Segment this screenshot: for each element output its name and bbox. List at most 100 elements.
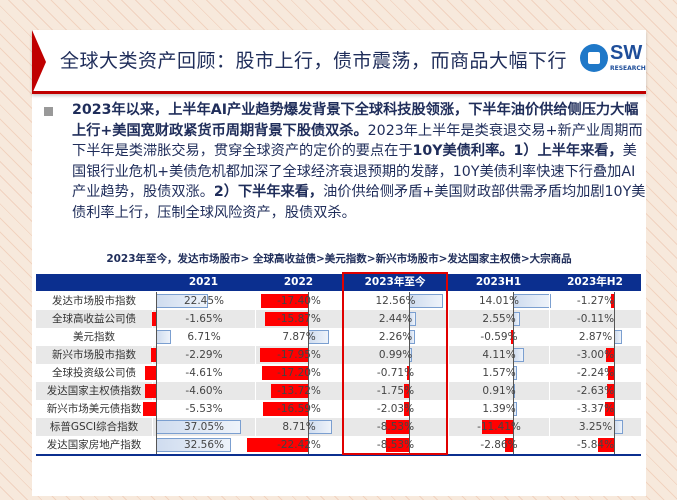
value-text: 32.56%: [183, 439, 225, 451]
row-label: 发达市场股市指数: [52, 295, 136, 307]
header-5: 2023年H2: [567, 276, 623, 288]
value-text: -2.24%: [576, 367, 615, 379]
bar-axis: [614, 436, 615, 454]
negative-bar: [598, 438, 614, 452]
value-text: -2.86%: [480, 439, 518, 451]
header-2: 2022: [283, 276, 314, 288]
negative-bar: [403, 402, 409, 416]
value-text: 1.57%: [482, 367, 516, 379]
value-text: 2.55%: [482, 313, 516, 325]
bar-axis: [409, 364, 410, 382]
table-bottom-rule: [36, 454, 641, 456]
value-text: -0.59%: [480, 331, 518, 343]
table-header: 2021 2022 2023年至今 2023H1 2023年H2: [36, 274, 641, 291]
negative-bar: [259, 348, 308, 362]
value-text: -1.65%: [185, 313, 223, 325]
negative-bar: [604, 402, 614, 416]
title-bar: 全球大类资产回顾：股市上行，债市震荡，而商品大幅下行 SW RESEARCH: [32, 30, 646, 94]
value-cell: -11.41%: [448, 418, 549, 436]
negative-bar: [385, 438, 409, 452]
value-cell: 2.55%: [448, 310, 549, 328]
table-row: 发达市场股市指数 22.45% -17.40% 12.56% 14.01% -1.27%: [36, 292, 641, 310]
value-cell: -8.53%: [342, 418, 448, 436]
value-cell: 14.01%: [448, 292, 551, 310]
value-text: -15.87%: [277, 313, 321, 325]
value-cell: -2.29%: [150, 346, 255, 364]
bar-axis: [308, 364, 309, 382]
table-row: 发达国家房地产指数 32.56% -22.42% -8.53% -2.86% -5.84%: [36, 436, 641, 454]
para-bold-1: 2023年以来，上半年AI产业趋势爆发背景下全球科技股领涨，下半年油价供给侧压力…: [72, 102, 639, 139]
value-cell: -5.53%: [143, 400, 255, 418]
bar-axis: [156, 328, 157, 346]
value-cell: -15.87%: [255, 310, 342, 328]
row-label: 新兴市场股市指数: [52, 349, 136, 361]
value-cell: -2.86%: [448, 436, 549, 454]
bar-axis: [513, 292, 514, 310]
bar-axis: [156, 292, 157, 310]
value-text: -17.20%: [277, 367, 321, 379]
table-row: 美元指数 6.71% 7.87% 2.26% -0.59% 2.87%: [36, 328, 641, 346]
value-text: -1.27%: [576, 295, 615, 307]
value-text: 4.11%: [482, 349, 516, 361]
positive-bar: [614, 330, 622, 344]
para-text-3: 油价供给侧矛盾+美国财政部供需矛盾均加剧10Y美债利率上行，压制全球风险资产，股…: [72, 184, 646, 221]
negative-bar: [261, 366, 308, 380]
negative-bar: [404, 384, 409, 398]
bar-axis: [614, 400, 615, 418]
header-3: 2023年至今: [364, 276, 426, 288]
value-text: 3.25%: [578, 421, 613, 433]
value-text: 0.99%: [378, 349, 413, 361]
value-text: 6.71%: [187, 331, 221, 343]
highlight-box: [342, 272, 448, 455]
bar-axis: [513, 436, 514, 454]
negative-bar: [606, 384, 614, 398]
row-label: 美元指数: [73, 331, 115, 343]
value-text: -1.75%: [376, 385, 415, 397]
bullet-square-icon: [44, 107, 53, 116]
value-text: -17.40%: [277, 295, 321, 307]
logo-subtext: RESEARCH: [610, 65, 646, 72]
value-cell: -0.11%: [549, 310, 641, 328]
bar-axis: [614, 328, 615, 346]
value-text: -5.53%: [185, 403, 223, 415]
row-label: 发达国家房地产指数: [46, 439, 142, 451]
value-cell: 4.11%: [448, 346, 549, 364]
bar-axis: [513, 364, 514, 382]
value-text: 1.39%: [482, 403, 516, 415]
table-caption: 2023年至今，发达市场股市> 全球高收益债>美元指数>新兴市场股市>发达国家主…: [106, 253, 572, 265]
value-cell: 12.56%: [342, 292, 448, 310]
value-cell: 3.25%: [549, 418, 641, 436]
value-text: -16.59%: [277, 403, 321, 415]
value-text: 22.45%: [183, 295, 225, 307]
value-text: -8.53%: [376, 439, 415, 451]
value-cell: -1.65%: [152, 310, 255, 328]
value-cell: 22.45%: [152, 292, 255, 310]
value-text: -3.37%: [576, 403, 615, 415]
bar-axis: [513, 418, 514, 436]
negative-bar: [511, 330, 513, 344]
negative-bar: [607, 366, 614, 380]
summary-paragraph: 2023年以来，上半年AI产业趋势爆发背景下全球科技股领涨，下半年油价供给侧压力…: [72, 100, 646, 223]
value-cell: 6.71%: [152, 328, 255, 346]
table-row: 新兴市场股市指数 -2.29% -17.95% 0.99% 4.11% -3.00%: [36, 346, 641, 364]
value-cell: 2.87%: [549, 328, 641, 346]
value-cell: -2.24%: [549, 364, 641, 382]
bar-axis: [156, 418, 157, 436]
value-cell: 8.71%: [255, 418, 342, 436]
value-text: -13.72%: [277, 385, 321, 397]
value-cell: 7.87%: [255, 328, 342, 346]
value-cell: -17.40%: [255, 292, 342, 310]
row-label: 全球高收益公司债: [52, 313, 136, 325]
bar-axis: [614, 418, 615, 436]
row-label: 新兴市场美元债指数: [46, 403, 142, 415]
bar-axis: [409, 328, 410, 346]
table-row: 发达国家主权债指数 -4.60% -13.72% -1.75% 0.91% -2.63%: [36, 382, 641, 400]
bar-axis: [156, 382, 157, 400]
value-cell: -0.59%: [448, 328, 549, 346]
bar-axis: [308, 436, 309, 454]
para-bold-3: 2）下半年来看，: [213, 184, 324, 200]
negative-bar: [145, 366, 156, 380]
negative-bar: [143, 402, 156, 416]
bar-axis: [614, 346, 615, 364]
negative-bar: [385, 420, 409, 434]
